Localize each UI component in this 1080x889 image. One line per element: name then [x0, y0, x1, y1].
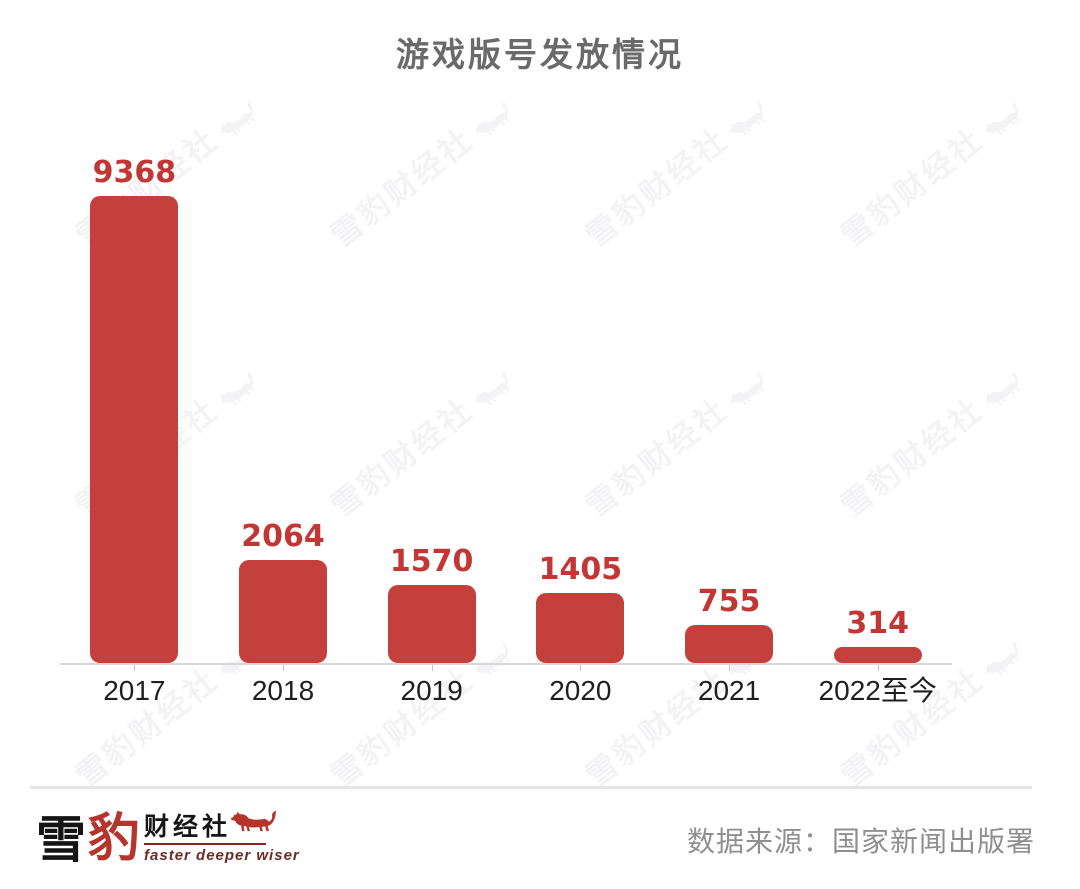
x-axis-label: 2021	[697, 675, 761, 706]
chart-title: 游戏版号发放情况	[396, 36, 684, 73]
bar-column: 1570	[357, 148, 506, 663]
x-axis-line	[60, 663, 952, 665]
bar-value-label: 755	[697, 584, 761, 619]
logo-char-accent: 豹	[88, 811, 141, 868]
bar-column: 2064	[209, 148, 358, 663]
axis-tick	[729, 665, 730, 671]
axis-tick	[878, 665, 879, 671]
axis-tick	[580, 665, 581, 671]
logo-name-suffix: 财经社	[144, 813, 232, 841]
leopard-icon	[230, 808, 278, 838]
logo-tagline: faster deeper wiser	[144, 847, 300, 864]
footer-divider	[30, 786, 1032, 789]
bar-value-label: 9368	[92, 155, 177, 190]
x-axis-label: 2022至今	[818, 675, 937, 706]
bar-column: 1405	[506, 148, 655, 663]
bar-value-label: 2064	[241, 519, 325, 554]
logo-char-primary: 雪	[36, 812, 86, 868]
x-axis-label: 2017	[103, 675, 166, 706]
data-source-label: 数据来源：国家新闻出版署	[686, 826, 1035, 857]
axis-tick	[283, 665, 284, 671]
bar	[239, 560, 327, 663]
x-axis-label: 2019	[400, 675, 463, 706]
bar-value-label: 1570	[389, 544, 474, 579]
bar-column: 9368	[60, 148, 209, 663]
x-axis-labels: 2017 2018 2019 2020 2021 2022至今	[60, 674, 952, 708]
bar-value-label: 1405	[538, 552, 623, 587]
plot-area: 9368 2064 1570 1405 755 314	[60, 148, 952, 663]
bar	[90, 196, 179, 663]
bar	[536, 593, 625, 663]
x-axis-label: 2020	[549, 675, 612, 706]
logo-underline	[144, 843, 267, 845]
bar	[833, 647, 922, 663]
bar	[685, 625, 774, 663]
bar-column: 755	[655, 148, 804, 663]
axis-tick	[134, 665, 135, 671]
bar	[387, 585, 476, 663]
brand-logo: 雪 豹 财经社 faster deeper wiser	[36, 810, 300, 868]
bar-column: 314	[803, 148, 952, 663]
logo-right-block: 财经社 faster deeper wiser	[144, 810, 300, 864]
axis-tick	[432, 665, 433, 671]
x-axis-label: 2018	[251, 675, 315, 706]
bar-value-label: 314	[846, 606, 909, 641]
